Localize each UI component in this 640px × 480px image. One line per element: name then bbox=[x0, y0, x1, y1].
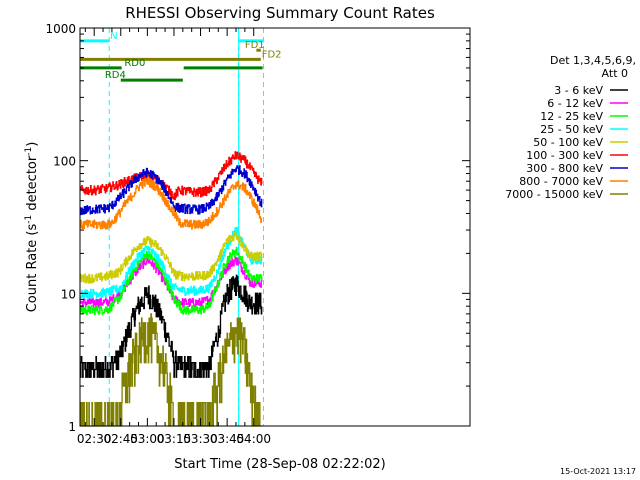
legend-header-attenuator: Att 0 bbox=[602, 67, 628, 80]
x-tick-label: 03:15 bbox=[157, 432, 192, 446]
x-tick-label: 04:00 bbox=[236, 432, 271, 446]
y-axis-label-sup2: -1 bbox=[24, 147, 34, 156]
flag-label-rd4: RD4 bbox=[105, 70, 126, 81]
legend-label: 7000 - 15000 keV bbox=[505, 188, 603, 201]
y-axis-label: Count Rate (s-1 detector-1) bbox=[24, 142, 40, 313]
x-tick-label: 02:30 bbox=[77, 432, 112, 446]
flag-label-fd1: FD1 bbox=[245, 40, 265, 51]
legend-label: 3 - 6 keV bbox=[554, 84, 603, 97]
series-line-25-50-kev bbox=[79, 226, 263, 299]
y-axis-label-part3: ) bbox=[25, 142, 40, 147]
y-tick-label: 1000 bbox=[45, 22, 76, 36]
y-axis-label-part1: Count Rate (s bbox=[25, 224, 40, 313]
series-line-50-100-kev bbox=[79, 231, 263, 284]
flag-label-fd2: FD2 bbox=[262, 49, 282, 60]
series-line-3-6-kev bbox=[79, 274, 263, 378]
legend-label: 12 - 25 keV bbox=[540, 110, 603, 123]
generation-timestamp: 15-Oct-2021 13:17 bbox=[560, 467, 636, 476]
x-axis-label: Start Time (28-Sep-08 02:22:02) bbox=[174, 457, 385, 472]
chart-title: RHESSI Observing Summary Count Rates bbox=[125, 4, 435, 22]
y-axis: 1 10 100 1000 bbox=[45, 22, 470, 434]
y-axis-label-part2: detector bbox=[25, 155, 40, 215]
legend-header-detectors: Det 1,3,4,5,6,9, bbox=[550, 54, 636, 67]
series-line-12-25-kev bbox=[79, 246, 263, 316]
series-line-100-300-kev bbox=[79, 151, 263, 201]
series-line-800-7000-kev bbox=[79, 177, 263, 230]
legend-label: 25 - 50 keV bbox=[540, 123, 603, 136]
legend-label: 6 - 12 keV bbox=[547, 97, 603, 110]
x-tick-label: 03:30 bbox=[183, 432, 218, 446]
legend-label: 300 - 800 keV bbox=[526, 162, 603, 175]
y-tick-label: 100 bbox=[53, 155, 76, 169]
flag-label-n: N bbox=[110, 31, 117, 42]
x-tick-label: 02:45 bbox=[103, 432, 138, 446]
x-tick-label: 03:45 bbox=[210, 432, 245, 446]
series-line-300-800-kev bbox=[79, 165, 263, 216]
x-tick-label: 03:00 bbox=[130, 432, 165, 446]
flag-label-rd0: RD0 bbox=[124, 58, 145, 69]
legend-label: 800 - 7000 keV bbox=[519, 175, 603, 188]
y-tick-label: 1 bbox=[68, 420, 76, 434]
legend-label: 50 - 100 keV bbox=[533, 136, 603, 149]
y-tick-label: 10 bbox=[61, 287, 76, 301]
plot-frame bbox=[79, 27, 471, 427]
y-axis-label-sup1: -1 bbox=[24, 215, 34, 224]
legend-label: 100 - 300 keV bbox=[526, 149, 603, 162]
